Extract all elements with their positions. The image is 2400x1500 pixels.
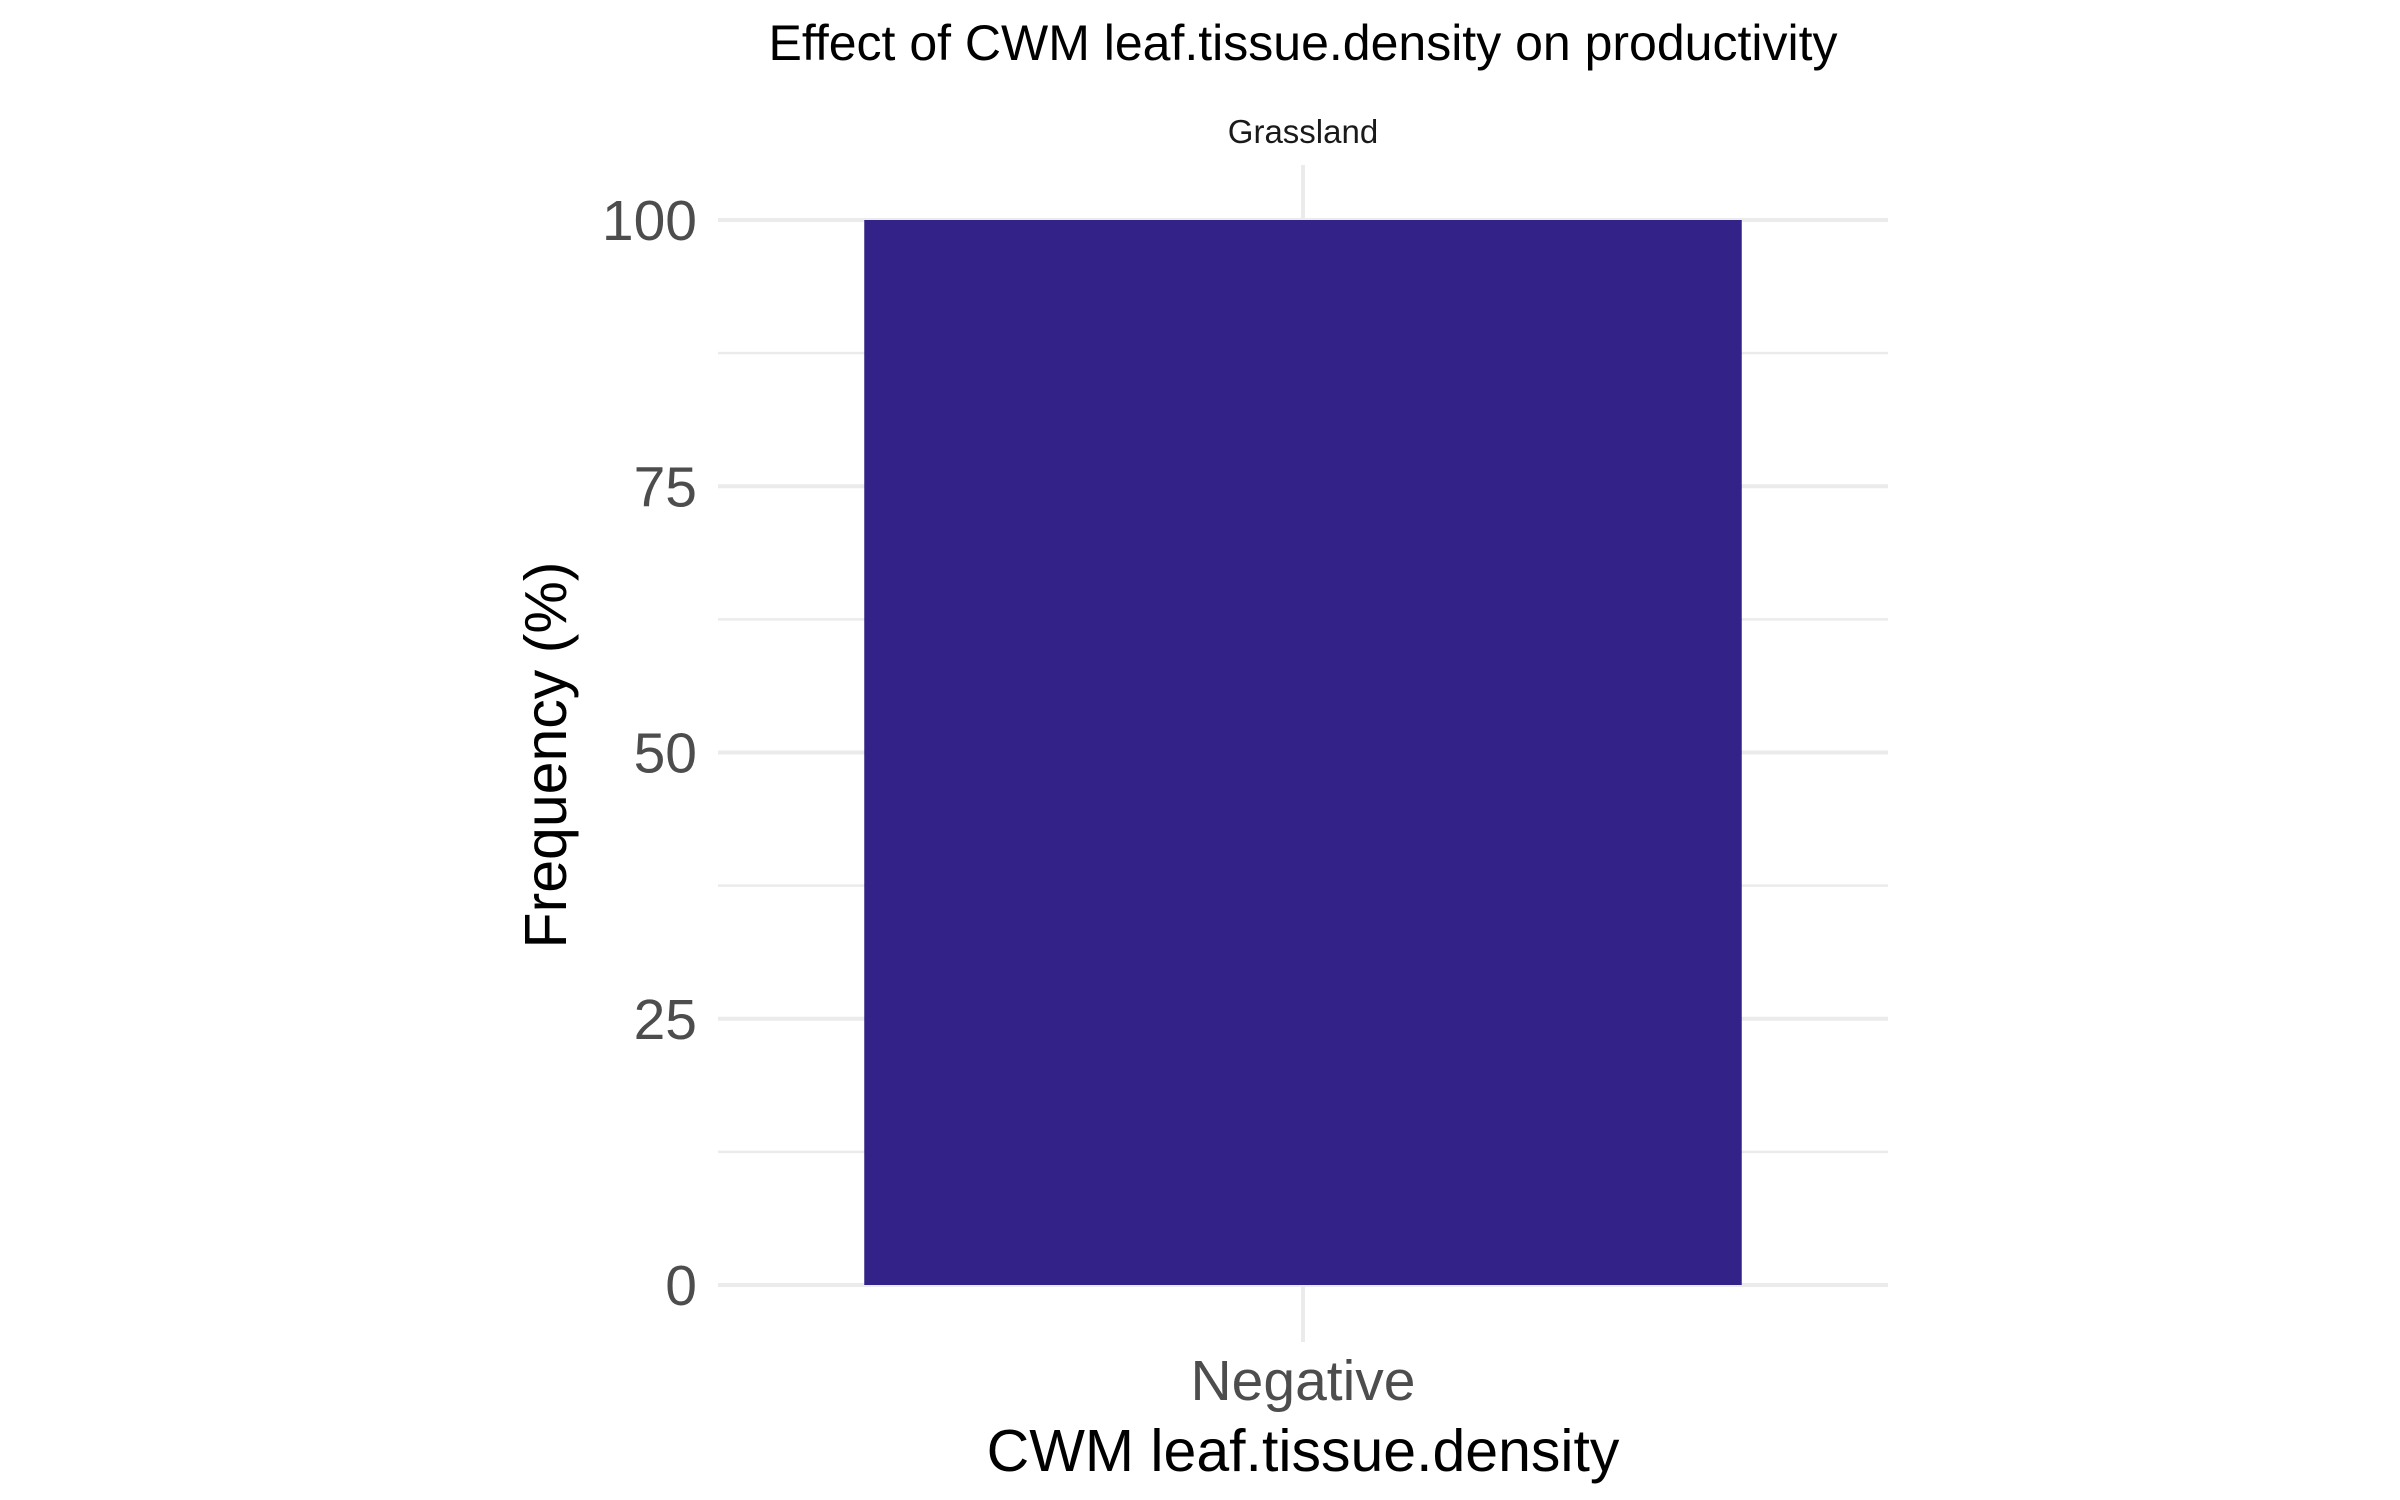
x-tick-label: Negative (1191, 1349, 1416, 1413)
bars-layer (864, 220, 1742, 1285)
x-axis-title: CWM leaf.tissue.density (987, 1418, 1620, 1484)
y-tick-label: 100 (602, 189, 697, 253)
chart-title: Effect of CWM leaf.tissue.density on pro… (769, 15, 1838, 71)
y-axis-title: Frequency (%) (513, 562, 579, 949)
y-tick-label: 75 (634, 455, 697, 519)
y-tick-label: 25 (634, 988, 697, 1052)
x-tick-labels: Negative (1191, 1349, 1416, 1413)
bar-negative (864, 220, 1742, 1285)
y-tick-labels: 0 25 50 75 100 (602, 189, 697, 1318)
facet-strip-label: Grassland (1228, 113, 1378, 150)
y-tick-label: 0 (665, 1254, 697, 1318)
y-tick-label: 50 (634, 722, 697, 786)
